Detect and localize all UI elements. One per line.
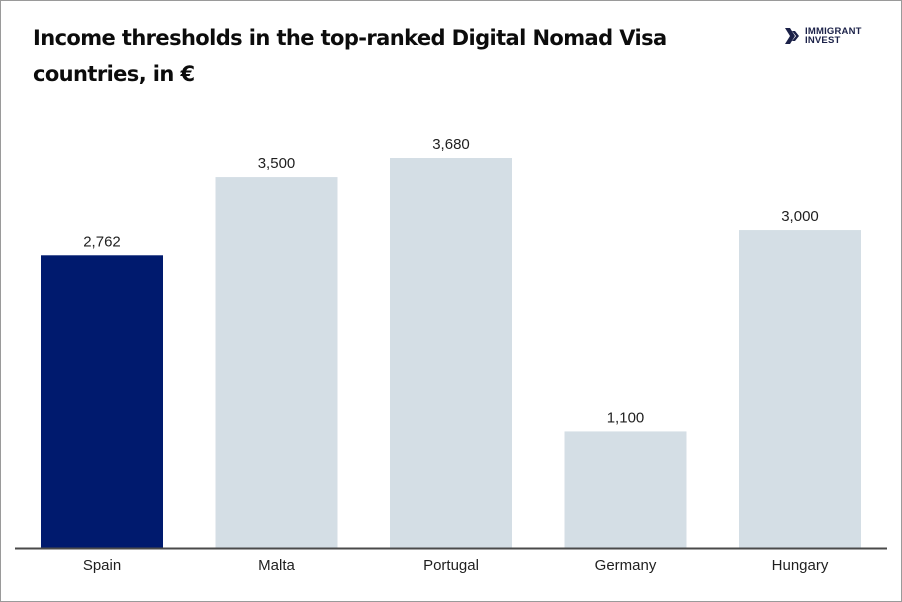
x-tick-label-malta: Malta (258, 557, 295, 574)
x-tick-label-germany: Germany (595, 557, 657, 574)
brand-name-line-2: INVEST (805, 35, 841, 46)
x-tick-label-spain: Spain (83, 557, 121, 574)
bar-spain (41, 255, 163, 549)
brand-logo: IMMIGRANT INVEST (784, 27, 862, 45)
labels-layer: 2,762 Spain 3,500 Malta 3,680 Portugal 1,100 Ge… (83, 136, 829, 574)
bar-portugal (390, 158, 512, 548)
chart-title-line-2: countries, in € (33, 62, 195, 86)
bar-hungary (739, 230, 861, 548)
value-label-spain: 2,762 (83, 233, 121, 250)
x-tick-label-hungary: Hungary (772, 557, 829, 574)
value-label-portugal: 3,680 (432, 136, 470, 153)
value-label-germany: 1,100 (607, 409, 645, 426)
bar-malta (215, 177, 338, 548)
chart-title-line-1: Income thresholds in the top-ranked Digi… (33, 26, 667, 50)
bar-germany (564, 431, 687, 548)
double-chevron-icon (785, 28, 799, 44)
brand-name-line-1: IMMIGRANT (805, 26, 862, 37)
bars-layer (41, 158, 861, 549)
x-tick-label-portugal: Portugal (423, 557, 479, 574)
chart-title: Income thresholds in the top-ranked Digi… (33, 20, 713, 92)
value-label-malta: 3,500 (258, 155, 296, 172)
value-label-hungary: 3,000 (781, 208, 819, 225)
